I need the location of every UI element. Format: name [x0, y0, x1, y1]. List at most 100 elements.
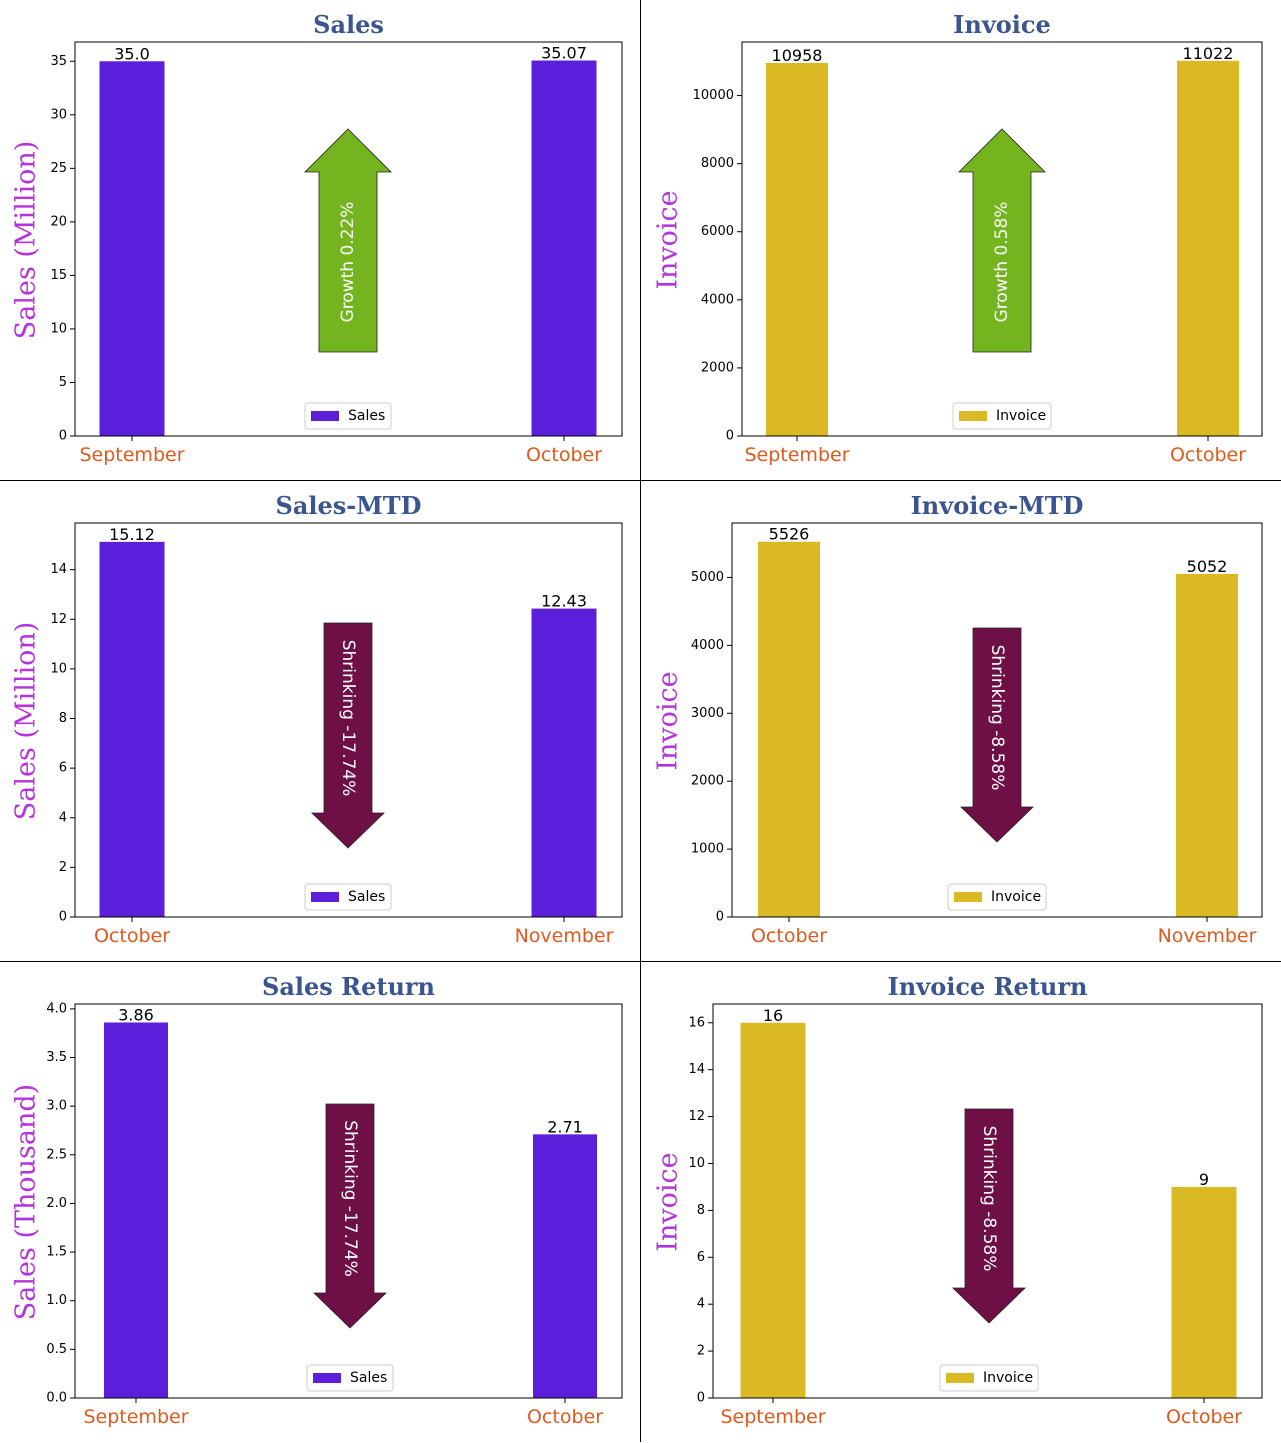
y-tick-label: 10 — [688, 1156, 705, 1171]
bar-value-label: 5052 — [1187, 557, 1228, 576]
y-tick-label: 2 — [697, 1344, 705, 1359]
shrink-arrow-icon — [311, 622, 385, 849]
x-tick-label: October — [1170, 444, 1246, 466]
y-tick-label: 0 — [726, 429, 734, 444]
legend-box — [947, 883, 1047, 911]
y-tick-label: 5000 — [691, 570, 724, 585]
bar-value-label: 2.71 — [547, 1117, 583, 1136]
x-tick-label: October — [526, 444, 602, 466]
chart-svg: Sales Return Sales (Thousand) 3.86 2.71 0.0 0… — [11, 972, 623, 1428]
chart-panel-sales-mtd: Sales-MTD Sales (Million) 15.12 12.43 0 2 4 6 8 1… — [0, 481, 640, 962]
chart-title: Sales Return — [262, 972, 435, 1001]
y-tick-label: 12 — [688, 1109, 705, 1124]
growth-arrow-icon — [304, 128, 392, 353]
chart-title: Sales — [313, 10, 384, 39]
plot-frame — [74, 522, 623, 918]
y-tick-label: 14 — [688, 1062, 705, 1077]
legend-label: Invoice — [991, 889, 1041, 905]
x-tick-label: October — [94, 925, 170, 947]
growth-arrow-icon — [958, 128, 1046, 353]
bar-october — [758, 541, 820, 917]
chart-panel-invoice-return: Invoice Return Invoice 16 9 0 2 4 6 8 10 12 14 16 Sep… — [641, 962, 1281, 1443]
y-tick-label: 12 — [50, 612, 67, 627]
y-tick-label: 0 — [59, 429, 67, 444]
legend-box — [939, 1364, 1039, 1392]
y-tick-label: 2.5 — [46, 1147, 67, 1162]
y-tick-label: 3.0 — [46, 1099, 67, 1114]
y-tick-label: 10 — [50, 661, 67, 676]
chart-title: Invoice Return — [888, 972, 1088, 1001]
legend-label: Invoice — [996, 408, 1046, 424]
arrow-label: Growth 0.58% — [992, 202, 1012, 323]
y-tick-label: 2.0 — [46, 1196, 67, 1211]
bar-october — [1177, 60, 1239, 436]
shrink-arrow-icon — [313, 1103, 387, 1329]
bar-value-label: 3.86 — [118, 1005, 154, 1024]
y-tick-label: 1.0 — [46, 1293, 67, 1308]
y-axis-label: Invoice — [653, 671, 684, 770]
arrow-label: Shrinking -8.58% — [979, 1126, 999, 1272]
chart-title: Sales-MTD — [276, 491, 422, 520]
plot-frame — [74, 41, 623, 437]
horizontal-divider-top — [0, 480, 1281, 481]
x-tick-label: September — [744, 444, 849, 466]
bar-october — [99, 541, 165, 917]
y-axis-label: Invoice — [653, 190, 684, 289]
legend-box — [304, 402, 392, 430]
bar-october — [531, 60, 597, 437]
arrow-label: Shrinking -8.58% — [987, 645, 1007, 791]
bar-value-label: 12.43 — [541, 592, 587, 611]
y-tick-label: 0.0 — [46, 1391, 67, 1406]
x-tick-label: October — [751, 925, 827, 947]
bar-september — [740, 1022, 806, 1398]
chart-panel-invoice: Invoice Invoice 10958 11022 0 2000 4000 6000 800… — [641, 0, 1281, 481]
legend-label: Sales — [348, 889, 385, 905]
x-tick-label: September — [79, 444, 184, 466]
y-tick-label: 2000 — [691, 774, 724, 789]
y-tick-label: 0 — [716, 910, 724, 925]
bar-value-label: 9 — [1199, 1170, 1209, 1189]
x-tick-label: October — [527, 1406, 603, 1428]
legend-swatch — [946, 1373, 974, 1383]
chart-svg: Invoice Return Invoice 16 9 0 2 4 6 8 10 12 14 16 Sep… — [653, 972, 1263, 1428]
y-tick-label: 0 — [697, 1391, 705, 1406]
bar-october — [1171, 1186, 1237, 1398]
chart-svg: Sales Sales (Million) 35.0 35.07 0 5 10 15 20 25 3… — [11, 10, 623, 466]
y-tick-label: 8000 — [701, 156, 734, 171]
legend-box — [306, 1364, 394, 1392]
legend-swatch — [311, 892, 339, 902]
chart-svg: Invoice Invoice 10958 11022 0 2000 4000 6000 800… — [653, 10, 1263, 466]
chart-title: Invoice-MTD — [911, 491, 1084, 520]
bar-september — [104, 1022, 168, 1398]
bar-value-label: 5526 — [769, 525, 810, 544]
y-tick-label: 3000 — [691, 706, 724, 721]
bar-october — [533, 1134, 597, 1398]
y-tick-label: 4000 — [701, 292, 734, 307]
y-tick-label: 25 — [50, 161, 67, 176]
chart-svg: Sales-MTD Sales (Million) 15.12 12.43 0 2 4 6 8 1… — [11, 491, 623, 947]
y-axis-label: Sales (Million) — [11, 622, 42, 821]
arrow-label: Growth 0.22% — [338, 202, 358, 323]
chart-panel-invoice-mtd: Invoice-MTD Invoice 5526 5052 0 1000 2000 3000 4… — [641, 481, 1281, 962]
plot-frame — [74, 1003, 623, 1399]
bar-value-label: 16 — [763, 1006, 783, 1025]
arrow-label: Shrinking -17.74% — [340, 1120, 360, 1277]
bar-value-label: 11022 — [1183, 44, 1234, 63]
y-tick-label: 4 — [59, 810, 67, 825]
y-axis-label: Invoice — [653, 1152, 684, 1251]
plot-frame — [741, 41, 1263, 437]
y-axis-label: Sales (Thousand) — [11, 1084, 42, 1320]
y-tick-label: 0.5 — [46, 1342, 67, 1357]
legend-swatch — [311, 411, 339, 421]
y-tick-label: 4.0 — [46, 1001, 67, 1016]
x-tick-label: November — [1158, 925, 1257, 947]
chart-title: Invoice — [953, 10, 1051, 39]
y-tick-label: 3.5 — [46, 1050, 67, 1065]
bar-value-label: 15.12 — [109, 525, 155, 544]
legend-swatch — [954, 892, 982, 902]
y-tick-label: 1000 — [691, 842, 724, 857]
legend-box — [952, 402, 1052, 430]
y-tick-label: 6 — [697, 1250, 705, 1265]
x-tick-label: September — [83, 1406, 188, 1428]
arrow-label: Shrinking -17.74% — [338, 640, 358, 797]
